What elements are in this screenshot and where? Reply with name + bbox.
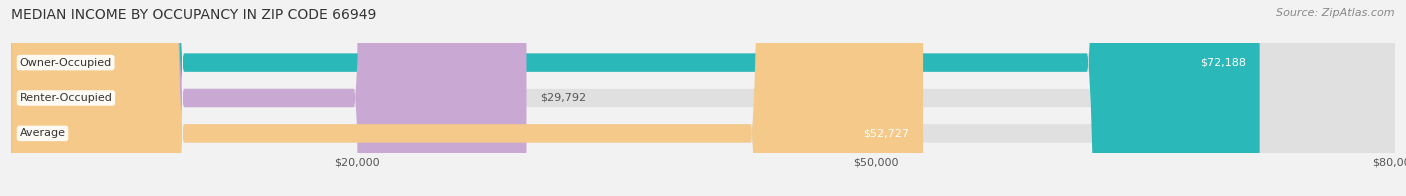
- FancyBboxPatch shape: [11, 0, 1395, 196]
- Text: Average: Average: [20, 128, 66, 138]
- Text: MEDIAN INCOME BY OCCUPANCY IN ZIP CODE 66949: MEDIAN INCOME BY OCCUPANCY IN ZIP CODE 6…: [11, 8, 377, 22]
- FancyBboxPatch shape: [11, 0, 1395, 196]
- Text: Owner-Occupied: Owner-Occupied: [20, 58, 112, 68]
- FancyBboxPatch shape: [11, 0, 1260, 196]
- Text: Source: ZipAtlas.com: Source: ZipAtlas.com: [1277, 8, 1395, 18]
- FancyBboxPatch shape: [11, 0, 924, 196]
- Text: Renter-Occupied: Renter-Occupied: [20, 93, 112, 103]
- Text: $72,188: $72,188: [1199, 58, 1246, 68]
- Text: $52,727: $52,727: [863, 128, 910, 138]
- FancyBboxPatch shape: [11, 0, 1395, 196]
- Text: $29,792: $29,792: [540, 93, 586, 103]
- FancyBboxPatch shape: [11, 0, 526, 196]
